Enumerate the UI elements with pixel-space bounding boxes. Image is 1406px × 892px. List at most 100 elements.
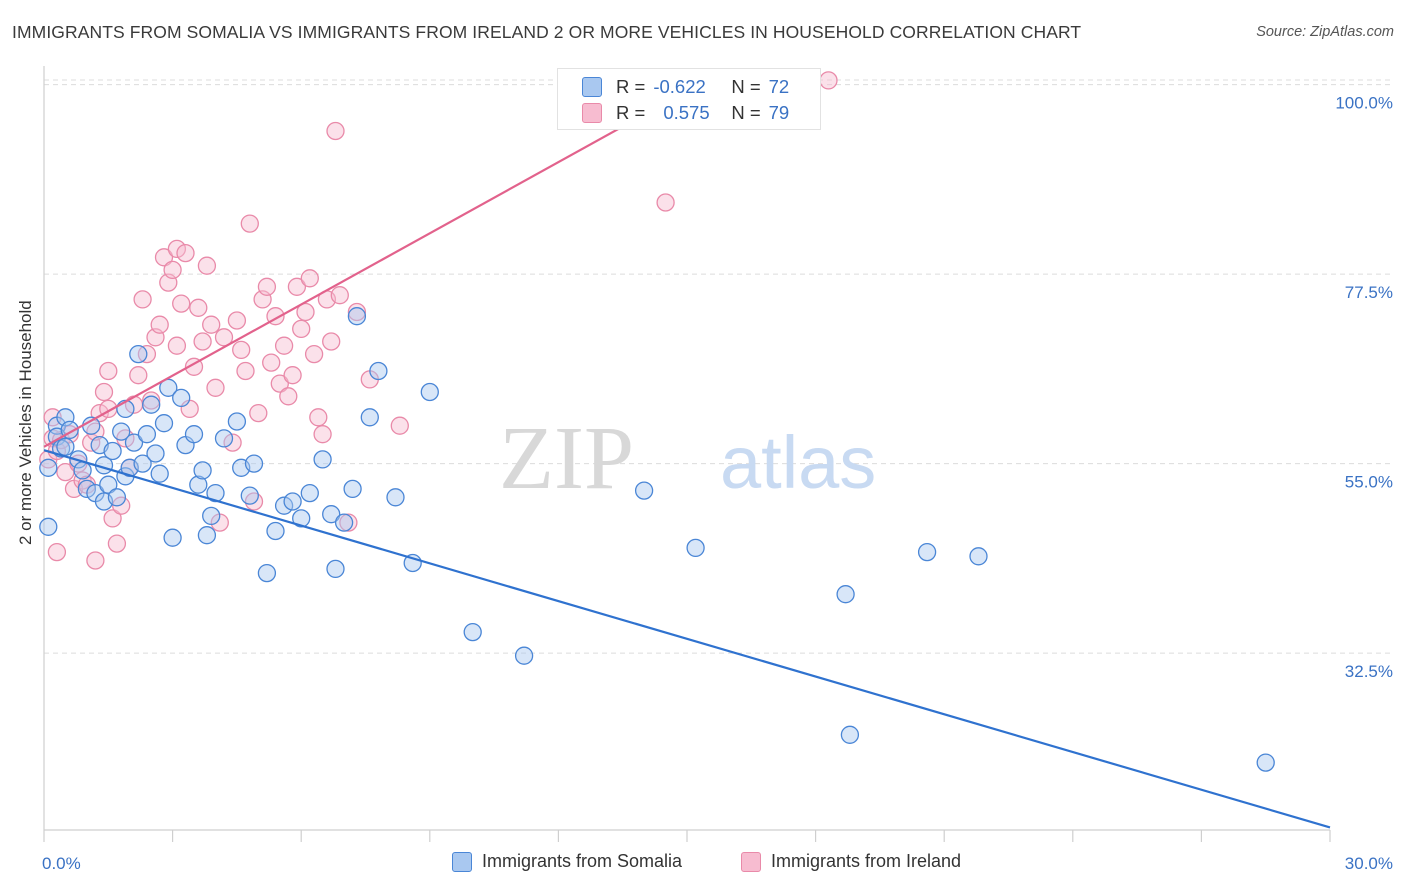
somalia-point [150, 464, 169, 483]
somalia-point [266, 521, 285, 541]
somalia-point [172, 388, 191, 408]
watermark-atlas: atlas [720, 421, 876, 504]
ireland-point [309, 408, 328, 427]
somalia-point [343, 479, 362, 499]
somalia-trend-line [43, 449, 1331, 829]
ireland-point [819, 71, 838, 90]
axes [43, 66, 1331, 842]
somalia-point [686, 538, 705, 558]
ireland-point [197, 256, 217, 275]
somalia-point [129, 344, 148, 364]
somalia-point [112, 422, 131, 441]
ireland-point [112, 496, 131, 515]
ireland-point [223, 433, 242, 452]
ireland-point [167, 336, 187, 355]
ireland-point [142, 391, 161, 410]
somalia-point [142, 395, 161, 414]
ireland-point [86, 551, 105, 570]
ireland-point [304, 344, 324, 364]
ireland-point [133, 290, 152, 309]
ireland-point [287, 277, 307, 296]
ireland-point [262, 353, 281, 372]
somalia-point [836, 585, 855, 604]
somalia-point [56, 437, 75, 456]
somalia-point [159, 378, 178, 397]
ireland-point [206, 378, 225, 397]
ireland-point [330, 286, 349, 305]
somalia-point [840, 725, 860, 744]
ireland-point [292, 319, 311, 339]
ireland-point [172, 294, 191, 313]
ireland-point [339, 513, 358, 532]
y-tick-label: 77.5% [1345, 283, 1393, 302]
legend-label-ireland: Immigrants from Ireland [771, 851, 962, 871]
somalia-point [274, 496, 294, 515]
somalia-point [300, 483, 319, 503]
ireland-point [270, 374, 289, 393]
ireland-point [43, 408, 62, 427]
x-tick-label: 0.0% [42, 854, 81, 873]
series-legend: Immigrants from Somalia Immigrants from … [0, 851, 1406, 881]
somalia-point [326, 559, 345, 579]
n-value: 72 [768, 76, 790, 97]
ireland-point [202, 315, 221, 334]
x-tick-label: 30.0% [1345, 854, 1393, 873]
somalia-point [146, 444, 165, 463]
ireland-point [296, 302, 315, 322]
r-value: 0.575 [663, 102, 710, 123]
ireland-point [99, 361, 118, 381]
ireland-point [129, 366, 148, 385]
n-label: N = [731, 76, 761, 97]
somalia-point [154, 414, 174, 433]
tick-labels: 32.5% 55.0% 77.5% 100.0% 0.0% 30.0% [42, 94, 1393, 873]
ireland-point [94, 382, 114, 402]
watermark: ZIP atlas [499, 409, 876, 508]
ireland-trend-line [43, 71, 722, 448]
somalia-points [39, 307, 1275, 772]
ireland-point [47, 542, 67, 562]
somalia-point [133, 454, 152, 473]
somalia-point [1256, 753, 1275, 772]
legend-item-somalia[interactable]: Immigrants from Somalia [452, 851, 682, 872]
legend-label-somalia: Immigrants from Somalia [482, 851, 683, 871]
somalia-point [73, 461, 92, 480]
somalia-point [244, 454, 264, 473]
watermark-zip: ZIP [499, 409, 634, 508]
y-tick-label: 32.5% [1345, 662, 1393, 681]
ireland-point [193, 332, 212, 351]
somalia-point [360, 408, 379, 427]
r-label: R = [616, 102, 646, 123]
somalia-point [99, 475, 118, 494]
somalia-point [386, 488, 405, 507]
ireland-point [189, 298, 208, 317]
ireland-points [39, 71, 838, 570]
somalia-point [347, 307, 367, 326]
somalia-point [227, 412, 247, 431]
ireland-point [103, 509, 122, 528]
ireland-point [214, 328, 234, 347]
somalia-point [39, 458, 58, 477]
somalia-point [369, 361, 388, 381]
somalia-point [334, 513, 354, 532]
ireland-point [249, 403, 268, 423]
somalia-point [214, 429, 234, 448]
ireland-swatch [582, 103, 602, 123]
legend-item-ireland[interactable]: Immigrants from Ireland [741, 851, 961, 872]
correlation-row-somalia: R = -0.622 N = 72 [582, 75, 789, 99]
y-tick-label: 100.0% [1335, 94, 1393, 113]
somalia-point [103, 441, 122, 461]
ireland-point [313, 425, 332, 444]
somalia-point [313, 450, 332, 469]
ireland-point [240, 214, 259, 233]
ireland-point [154, 248, 174, 267]
r-value: -0.622 [653, 76, 706, 97]
somalia-point [193, 461, 212, 480]
ireland-point [326, 121, 345, 141]
somalia-point [257, 563, 277, 583]
ireland-point [347, 302, 367, 322]
somalia-point [969, 547, 988, 566]
somalia-point [124, 433, 144, 452]
somalia-point [39, 517, 58, 536]
ireland-point [107, 534, 127, 553]
somalia-point [202, 506, 221, 526]
